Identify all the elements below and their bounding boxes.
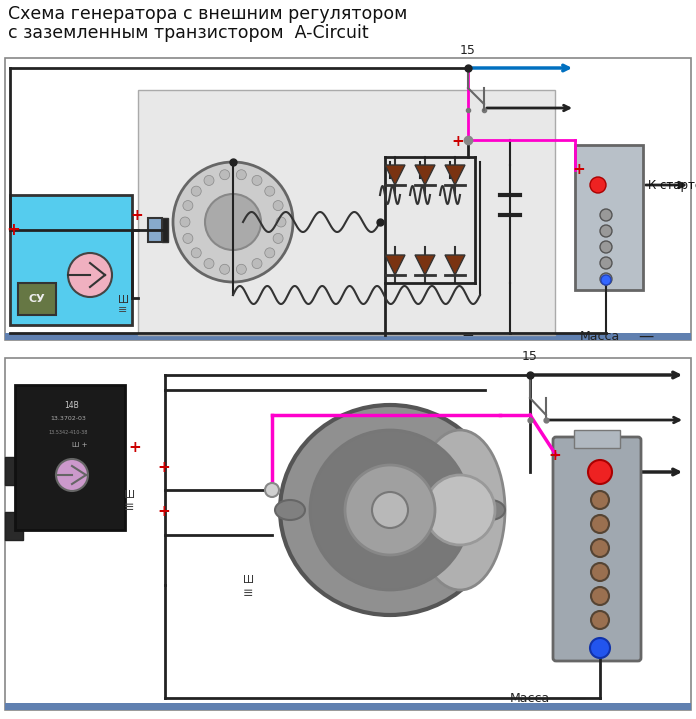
Circle shape: [56, 459, 88, 491]
Circle shape: [372, 492, 408, 528]
Text: 13.3702-03: 13.3702-03: [50, 416, 86, 421]
Bar: [5, 333, 691, 340]
Text: ≡: ≡: [124, 501, 134, 515]
Circle shape: [191, 186, 201, 196]
Text: ≡: ≡: [118, 305, 127, 315]
Circle shape: [591, 491, 609, 509]
Circle shape: [310, 430, 470, 590]
Circle shape: [590, 638, 610, 658]
Ellipse shape: [475, 500, 505, 520]
Circle shape: [264, 248, 275, 258]
Text: ≡: ≡: [243, 587, 253, 600]
Circle shape: [591, 539, 609, 557]
Text: Ш +: Ш +: [72, 442, 88, 448]
Text: +: +: [157, 505, 170, 520]
Circle shape: [204, 259, 214, 269]
Text: +: +: [548, 447, 561, 462]
Circle shape: [191, 248, 201, 258]
Circle shape: [252, 259, 262, 269]
Text: Схема генератора с внешним регулятором: Схема генератора с внешним регулятором: [8, 5, 407, 23]
Text: +: +: [572, 162, 585, 178]
Circle shape: [273, 201, 283, 211]
Text: Ш: Ш: [118, 295, 129, 305]
Text: 13.5342-410-38: 13.5342-410-38: [48, 429, 88, 434]
Text: +: +: [6, 221, 20, 239]
Polygon shape: [415, 165, 435, 185]
Circle shape: [591, 587, 609, 605]
Circle shape: [591, 515, 609, 533]
Circle shape: [600, 273, 612, 285]
Circle shape: [600, 225, 612, 237]
Circle shape: [264, 186, 275, 196]
Text: —: —: [638, 329, 654, 344]
Bar: [148, 218, 162, 242]
Ellipse shape: [275, 500, 305, 520]
Text: —: —: [570, 690, 585, 705]
Circle shape: [204, 175, 214, 186]
Circle shape: [600, 241, 612, 253]
Circle shape: [600, 257, 612, 269]
Bar: [18, 283, 56, 315]
Circle shape: [205, 194, 261, 250]
Circle shape: [273, 234, 283, 244]
Bar: [5, 58, 691, 340]
Bar: [5, 457, 23, 485]
Text: +: +: [451, 134, 464, 150]
Circle shape: [252, 175, 262, 186]
Circle shape: [590, 177, 606, 193]
Circle shape: [183, 201, 193, 211]
Bar: [162, 218, 168, 242]
Text: Ш: Ш: [243, 575, 254, 585]
Bar: [15, 385, 125, 530]
Circle shape: [591, 611, 609, 629]
Circle shape: [220, 170, 230, 180]
Text: 14В: 14В: [65, 400, 79, 410]
Bar: [138, 90, 555, 335]
Circle shape: [591, 563, 609, 581]
Bar: [5, 703, 691, 710]
Circle shape: [220, 265, 230, 274]
Bar: [574, 430, 620, 448]
Text: −: −: [461, 329, 475, 344]
Circle shape: [68, 253, 112, 297]
Ellipse shape: [280, 405, 500, 615]
FancyBboxPatch shape: [553, 437, 641, 661]
Bar: [5, 358, 691, 710]
Circle shape: [180, 217, 190, 227]
Bar: [10, 195, 132, 325]
Text: 15: 15: [460, 44, 476, 57]
Text: СУ: СУ: [29, 294, 45, 304]
Text: +: +: [157, 459, 170, 475]
Circle shape: [601, 275, 611, 285]
Text: +: +: [128, 441, 141, 456]
Circle shape: [173, 162, 293, 282]
Circle shape: [237, 265, 246, 274]
Ellipse shape: [415, 430, 505, 590]
Circle shape: [425, 475, 495, 545]
Text: Ш: Ш: [124, 490, 135, 500]
Circle shape: [600, 209, 612, 221]
Polygon shape: [415, 255, 435, 275]
Circle shape: [183, 234, 193, 244]
Circle shape: [265, 483, 279, 497]
Text: Масса: Масса: [580, 329, 620, 342]
Text: Масса: Масса: [510, 692, 551, 705]
Polygon shape: [445, 165, 465, 185]
Text: К стартеру: К стартеру: [648, 178, 696, 191]
Circle shape: [276, 217, 286, 227]
Circle shape: [237, 170, 246, 180]
Polygon shape: [385, 165, 405, 185]
Text: 15: 15: [522, 350, 538, 363]
Polygon shape: [445, 255, 465, 275]
Text: с заземленным транзистором  A-Circuit: с заземленным транзистором A-Circuit: [8, 24, 369, 42]
Text: +: +: [130, 208, 143, 222]
Bar: [5, 512, 23, 540]
Circle shape: [588, 460, 612, 484]
Circle shape: [345, 465, 435, 555]
Bar: [575, 145, 643, 290]
Polygon shape: [385, 255, 405, 275]
